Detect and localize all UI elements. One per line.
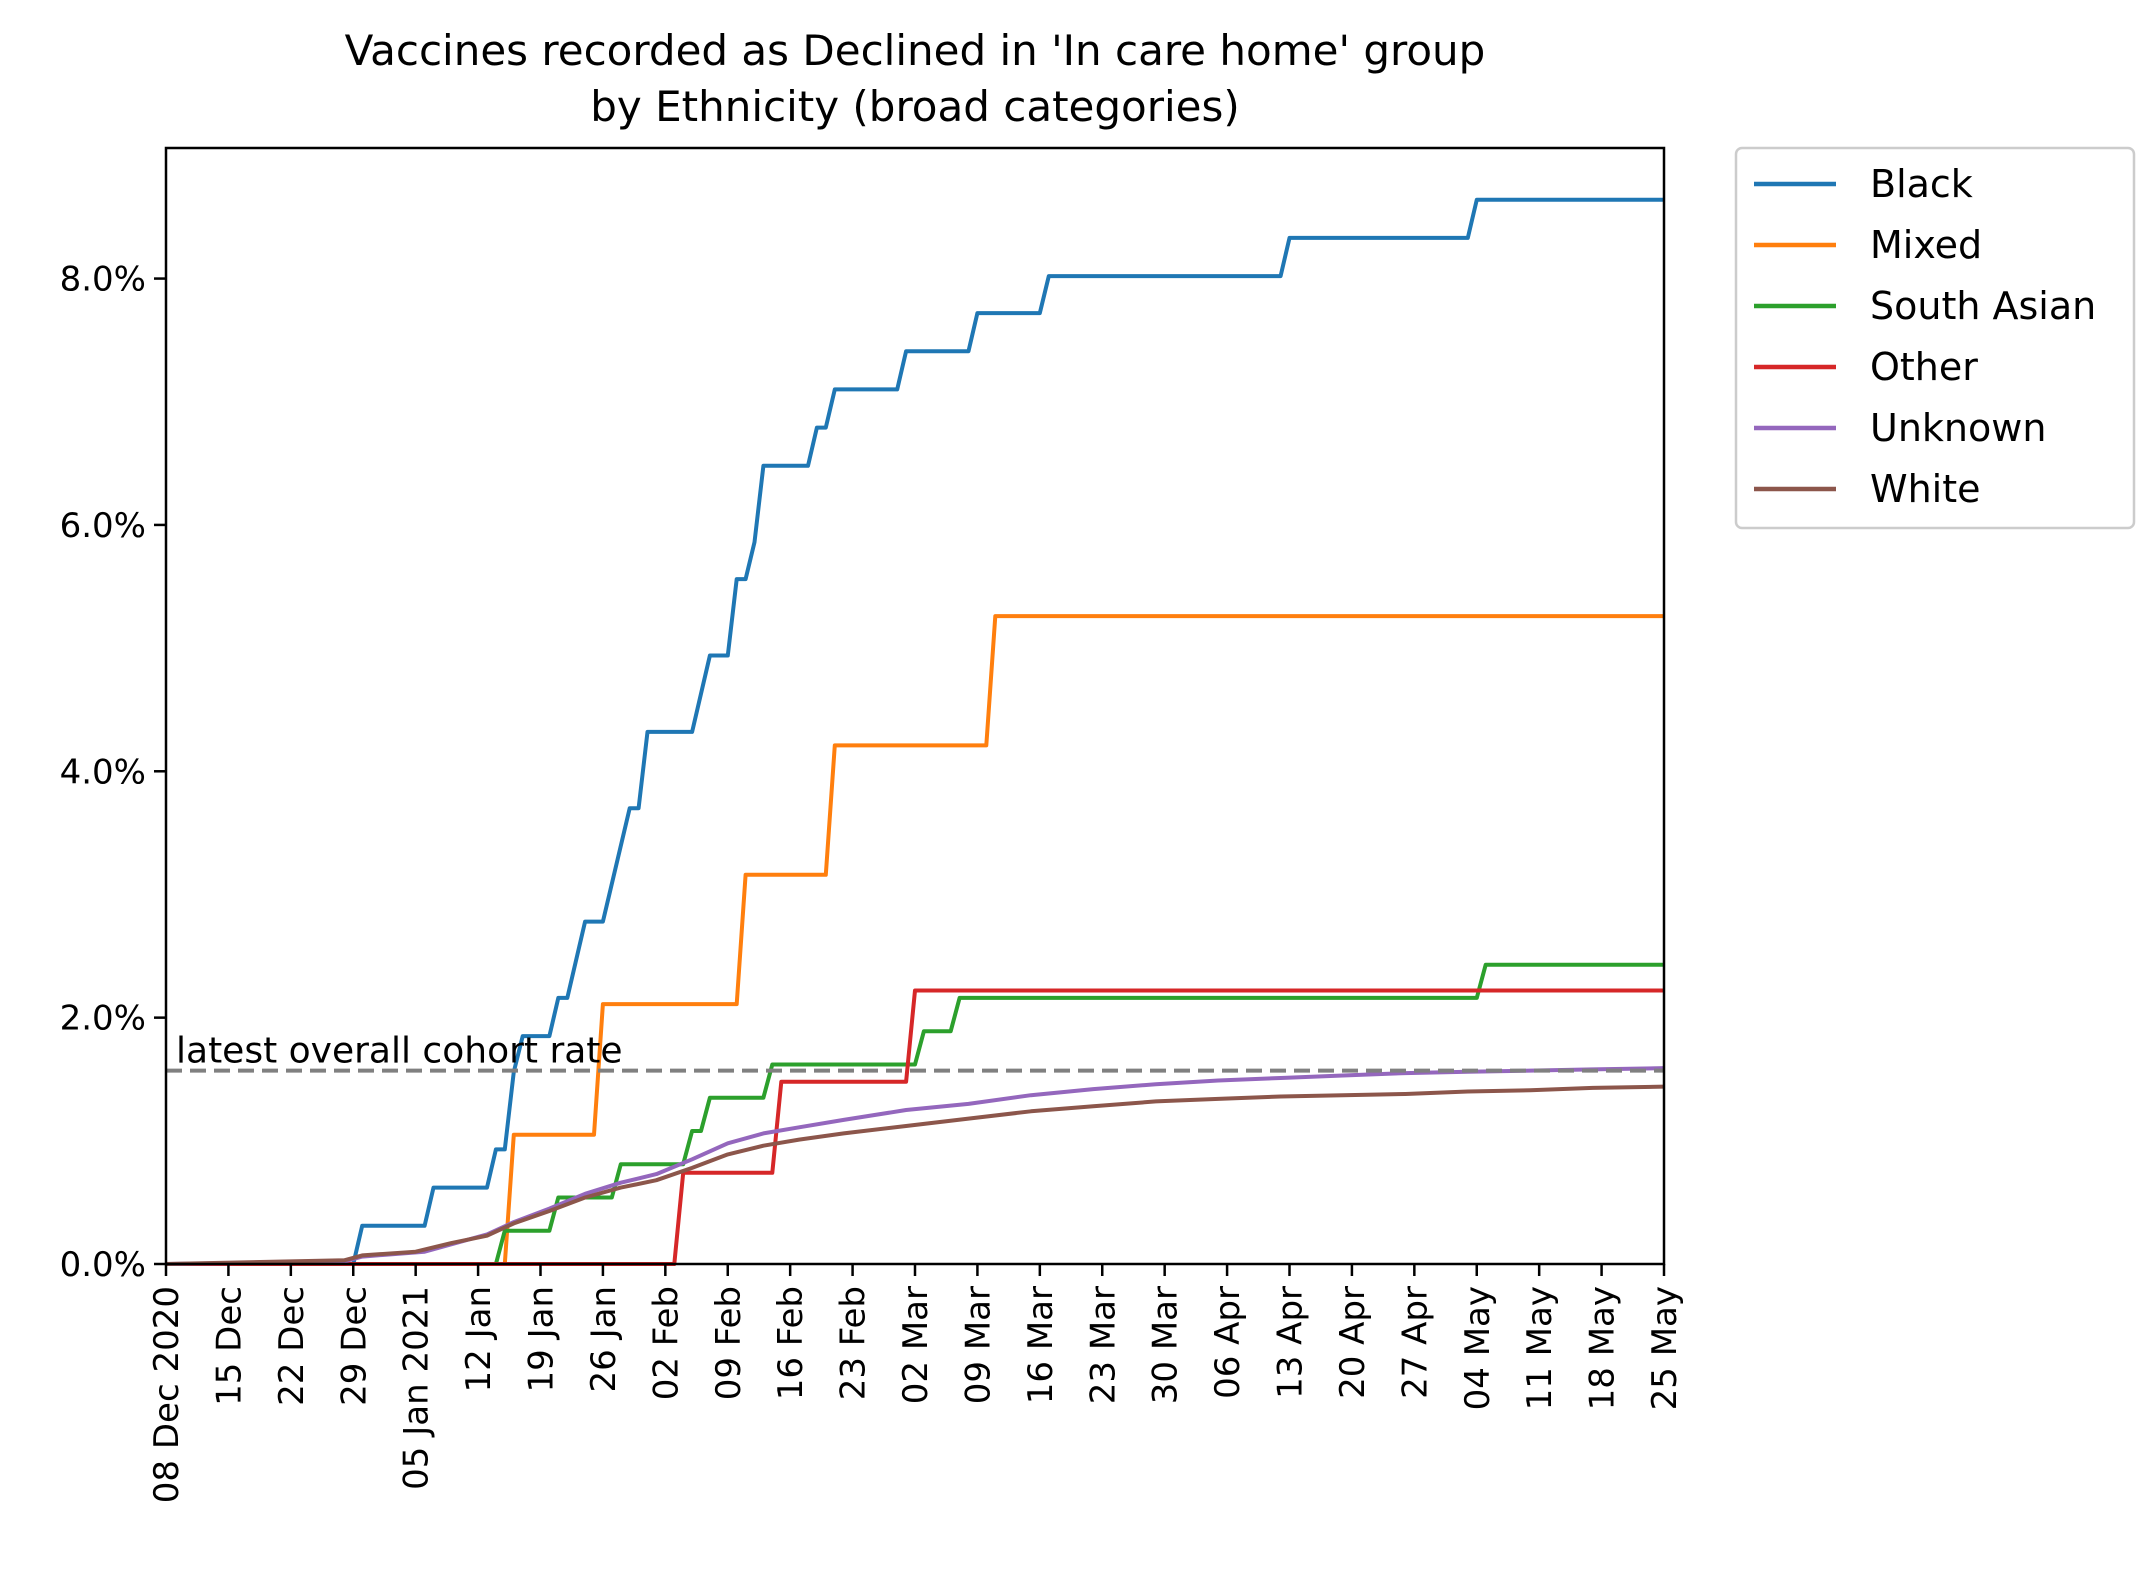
x-tick-label: 08 Dec 2020 [147, 1286, 187, 1503]
x-tick-label: 06 Apr [1208, 1286, 1248, 1399]
x-tick-label: 15 Dec [209, 1286, 249, 1406]
legend-label: Mixed [1870, 223, 1982, 267]
series-line-white [165, 1084, 1665, 1266]
chart-title: Vaccines recorded as Declined in 'In car… [345, 26, 1486, 75]
x-tick-label: 22 Dec [272, 1286, 312, 1406]
series-line-other [166, 988, 1664, 1266]
x-tick-label: 09 Feb [709, 1286, 749, 1400]
x-axis: 08 Dec 2020 15 Dec 22 Dec 29 Dec 05 Jan 2021… [147, 1264, 1685, 1503]
x-tick-label: 16 Mar [1021, 1286, 1061, 1404]
series-line-south-asian [166, 962, 1664, 1266]
y-tick-label: 6.0% [60, 506, 146, 546]
series-line-mixed [166, 614, 1664, 1266]
x-tick-label: 18 May [1583, 1286, 1623, 1410]
y-tick-label: 4.0% [60, 752, 146, 792]
y-tick-label: 2.0% [60, 999, 146, 1039]
y-tick-label: 8.0% [60, 260, 146, 300]
chart-subtitle: by Ethnicity (broad categories) [590, 82, 1240, 131]
x-tick-label: 02 Mar [896, 1286, 936, 1404]
x-tick-label: 30 Mar [1146, 1286, 1186, 1404]
series-layer [165, 197, 1665, 1266]
x-tick-label: 05 Jan 2021 [397, 1286, 437, 1490]
plot-area: latest overall cohort rate [164, 146, 1666, 1266]
legend: Black Mixed South Asian Other Unknown White [1734, 146, 2136, 530]
series-line-black [166, 197, 1664, 1266]
legend-label: Other [1870, 345, 1978, 389]
x-tick-label: 26 Jan [584, 1286, 624, 1392]
x-tick-label: 29 Dec [334, 1286, 374, 1406]
x-tick-label: 13 Apr [1271, 1286, 1311, 1399]
x-tick-label: 23 Mar [1083, 1286, 1123, 1404]
x-tick-label: 12 Jan [459, 1286, 499, 1392]
x-tick-label: 27 Apr [1395, 1286, 1435, 1399]
x-tick-label: 23 Feb [834, 1286, 874, 1400]
y-tick-label: 0.0% [60, 1245, 146, 1285]
legend-label: Unknown [1870, 406, 2046, 450]
x-tick-label: 04 May [1458, 1286, 1498, 1410]
x-tick-label: 25 May [1645, 1286, 1685, 1410]
x-tick-label: 11 May [1520, 1286, 1560, 1410]
reference-line-label: latest overall cohort rate [176, 1031, 623, 1072]
x-tick-label: 16 Feb [771, 1286, 811, 1400]
x-tick-label: 20 Apr [1333, 1286, 1373, 1399]
y-axis: 0.0% 2.0% 4.0% 6.0% 8.0% [60, 260, 166, 1285]
legend-label: White [1870, 467, 1981, 511]
x-tick-label: 19 Jan [522, 1286, 562, 1392]
x-tick-label: 09 Mar [958, 1286, 998, 1404]
x-tick-label: 02 Feb [646, 1286, 686, 1400]
legend-label: South Asian [1870, 284, 2096, 328]
reference-layer: latest overall cohort rate [166, 1031, 1664, 1073]
legend-label: Black [1870, 162, 1973, 206]
